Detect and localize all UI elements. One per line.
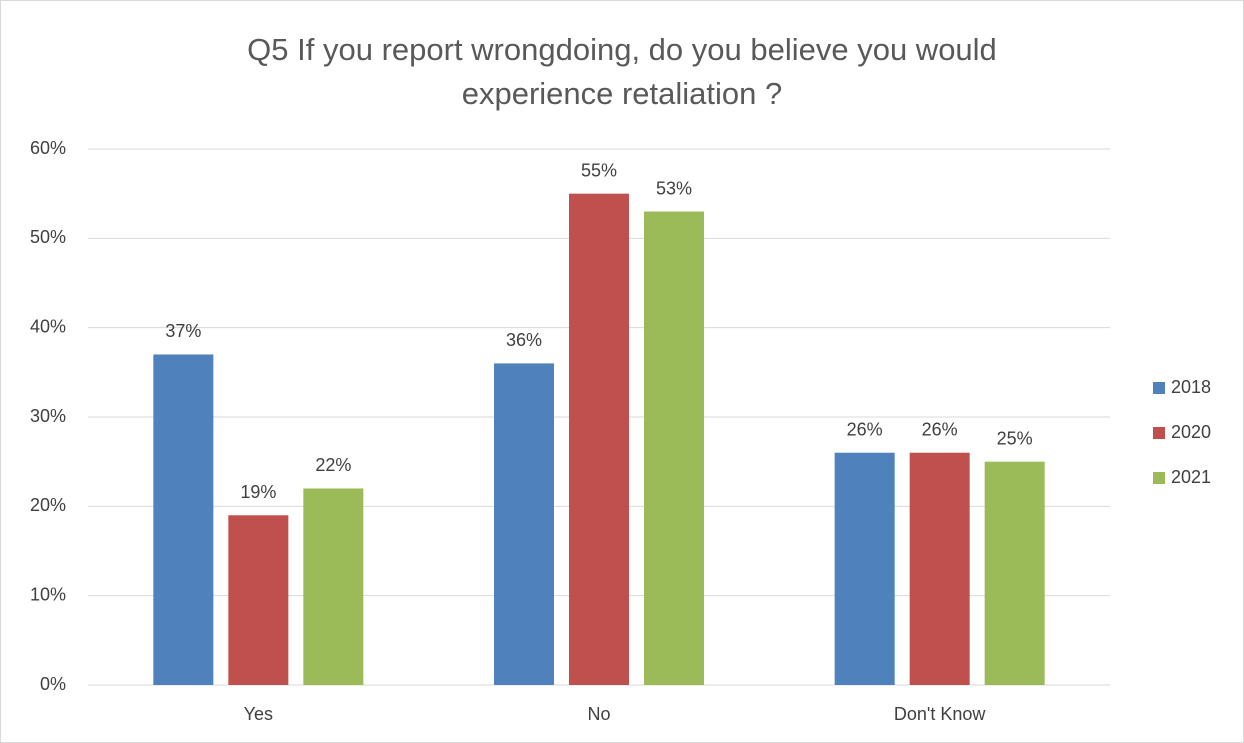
bar bbox=[494, 363, 554, 685]
y-tick-label: 20% bbox=[30, 495, 66, 515]
bar bbox=[303, 488, 364, 685]
value-label: 26% bbox=[847, 419, 883, 439]
legend-label: 2018 bbox=[1171, 377, 1211, 397]
chart-title: Q5 If you report wrongdoing, do you beli… bbox=[247, 32, 997, 111]
legend-label: 2020 bbox=[1171, 422, 1211, 442]
y-tick-label: 40% bbox=[30, 316, 66, 336]
y-tick-label: 10% bbox=[30, 584, 66, 604]
bar bbox=[569, 193, 629, 685]
x-tick-label: Yes bbox=[244, 704, 273, 724]
legend-swatch bbox=[1153, 472, 1165, 484]
value-label: 19% bbox=[240, 482, 276, 502]
y-tick-label: 0% bbox=[40, 674, 66, 694]
bar bbox=[834, 452, 895, 685]
bar bbox=[153, 354, 214, 685]
legend-label: 2021 bbox=[1171, 467, 1211, 487]
value-label: 22% bbox=[315, 455, 351, 475]
y-tick-label: 30% bbox=[30, 406, 66, 426]
value-label: 26% bbox=[922, 419, 958, 439]
value-label: 37% bbox=[165, 321, 201, 341]
bar bbox=[984, 461, 1045, 685]
legend-swatch bbox=[1153, 382, 1165, 394]
x-tick-label: Don't Know bbox=[894, 704, 986, 724]
bar bbox=[644, 211, 704, 686]
y-tick-label: 50% bbox=[30, 227, 66, 247]
legend-swatch bbox=[1153, 427, 1165, 439]
bar bbox=[228, 515, 289, 685]
y-tick-label: 60% bbox=[30, 138, 66, 158]
value-label: 55% bbox=[581, 160, 617, 180]
value-label: 53% bbox=[656, 178, 692, 198]
x-tick-label: No bbox=[587, 704, 610, 724]
bar bbox=[909, 452, 970, 685]
value-label: 36% bbox=[506, 330, 542, 350]
value-label: 25% bbox=[997, 428, 1033, 448]
